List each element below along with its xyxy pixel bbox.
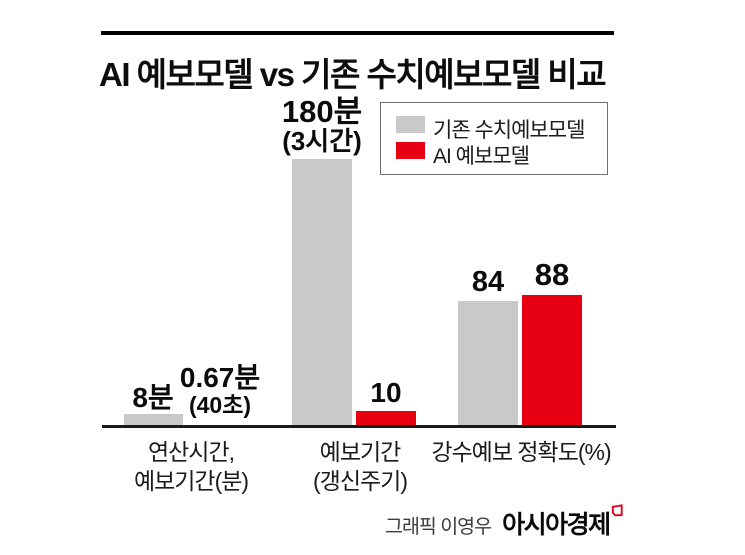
- bar-legacy-accuracy: [458, 301, 518, 426]
- category-line2: 예보기간(분): [133, 468, 249, 495]
- value-main: 88: [534, 257, 570, 292]
- category-label-accuracy: 강수예보 정확도(%): [431, 438, 611, 467]
- value-sub: (3시간): [282, 125, 362, 156]
- category-label-compute-time: 연산시간, 예보기간(분): [133, 438, 249, 497]
- brand-logo-text: 아시아경제: [502, 511, 611, 539]
- footer-credit-area: 그래픽 이영우 아시아경제: [385, 504, 624, 541]
- legend-label-existing-model: 기존 수치예보모델: [433, 119, 585, 142]
- value-main: 180분: [281, 94, 363, 129]
- legend-box: 기존 수치예보모델 AI 예보모델: [380, 102, 608, 175]
- value-label-legacy-forecast-cycle: 180분 (3시간): [282, 96, 362, 155]
- value-label-legacy-accuracy: 84: [471, 266, 505, 298]
- category-line1: 연산시간,: [147, 439, 235, 465]
- legend-label-ai-model: AI 예보모델: [433, 145, 530, 168]
- bar-legacy-forecast-cycle: [292, 159, 352, 426]
- legend-swatch-existing-model: [396, 116, 425, 133]
- x-axis-line: [102, 425, 616, 428]
- bar-ai-accuracy: [522, 295, 582, 426]
- chart-title: AI 예보모델 vs 기존 수치예보모델 비교: [99, 56, 607, 93]
- value-main: 10: [370, 377, 402, 408]
- value-main: 0.67분: [179, 362, 261, 393]
- value-label-legacy-compute-time: 8분: [132, 382, 174, 413]
- category-line2: (갱신주기): [313, 468, 408, 495]
- value-label-ai-accuracy: 88: [535, 259, 569, 291]
- value-label-ai-compute-time: 0.67분 (40초): [179, 362, 261, 418]
- credit-text: 그래픽 이영우: [385, 516, 492, 538]
- bar-legacy-compute-time: [124, 414, 183, 426]
- bar-ai-forecast-cycle: [356, 411, 416, 426]
- category-line1: 예보기간: [319, 439, 402, 465]
- value-sub: (40초): [188, 391, 252, 418]
- value-main: 8분: [132, 382, 174, 413]
- category-line1: 강수예보 정확도(%): [431, 439, 611, 465]
- title-top-rule: [101, 31, 614, 35]
- value-main: 84: [471, 266, 505, 298]
- value-label-ai-forecast-cycle: 10: [370, 377, 402, 408]
- category-label-forecast-cycle: 예보기간 (갱신주기): [313, 438, 408, 497]
- brand-mark-icon: [611, 504, 623, 517]
- legend-swatch-ai-model: [396, 142, 425, 159]
